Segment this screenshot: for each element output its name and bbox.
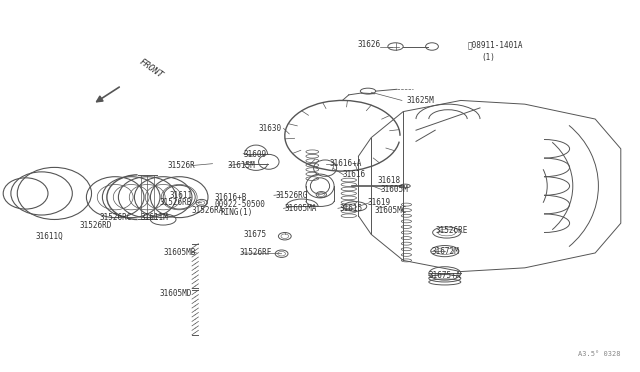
Text: 31526RD: 31526RD — [80, 221, 113, 230]
Text: 31605MA: 31605MA — [285, 204, 317, 213]
Text: 31526RA: 31526RA — [192, 206, 225, 215]
Text: 31605MB: 31605MB — [163, 248, 196, 257]
Text: RING(1): RING(1) — [221, 208, 253, 217]
Text: 31618: 31618 — [378, 176, 401, 185]
Text: 00922-50500: 00922-50500 — [214, 200, 265, 209]
Text: 31611M: 31611M — [141, 213, 168, 222]
Text: 31605M: 31605M — [381, 185, 408, 194]
Text: ⓝ08911-1401A: ⓝ08911-1401A — [467, 40, 523, 49]
Text: 31615M: 31615M — [227, 161, 255, 170]
Text: 31526RC: 31526RC — [99, 213, 132, 222]
Text: 31626: 31626 — [358, 40, 381, 49]
Text: 31616: 31616 — [342, 170, 365, 179]
Text: (1): (1) — [481, 53, 495, 62]
Text: 31605MC: 31605MC — [374, 206, 407, 215]
Text: 31625M: 31625M — [406, 96, 434, 105]
Text: 31630: 31630 — [259, 124, 282, 133]
Text: 31672M: 31672M — [432, 247, 460, 256]
Text: 31526RG: 31526RG — [275, 191, 308, 200]
Text: 31526RE: 31526RE — [435, 226, 468, 235]
Text: 31616+A: 31616+A — [330, 159, 362, 168]
Text: 31675: 31675 — [243, 230, 266, 239]
Text: 31609: 31609 — [243, 150, 266, 159]
Text: 31611: 31611 — [170, 191, 193, 200]
Text: 31675+A: 31675+A — [429, 271, 461, 280]
Text: 31526RF: 31526RF — [240, 248, 273, 257]
Text: 31526RB: 31526RB — [160, 198, 193, 207]
Text: 31605MD: 31605MD — [160, 289, 193, 298]
Text: 31616+B: 31616+B — [214, 193, 247, 202]
Text: FRONT: FRONT — [138, 57, 164, 80]
Text: 31611Q: 31611Q — [35, 232, 63, 241]
Text: 31526R: 31526R — [168, 161, 195, 170]
Text: 31615: 31615 — [339, 204, 362, 213]
Text: A3.5° 0328: A3.5° 0328 — [579, 351, 621, 357]
Text: 31619: 31619 — [368, 198, 391, 207]
